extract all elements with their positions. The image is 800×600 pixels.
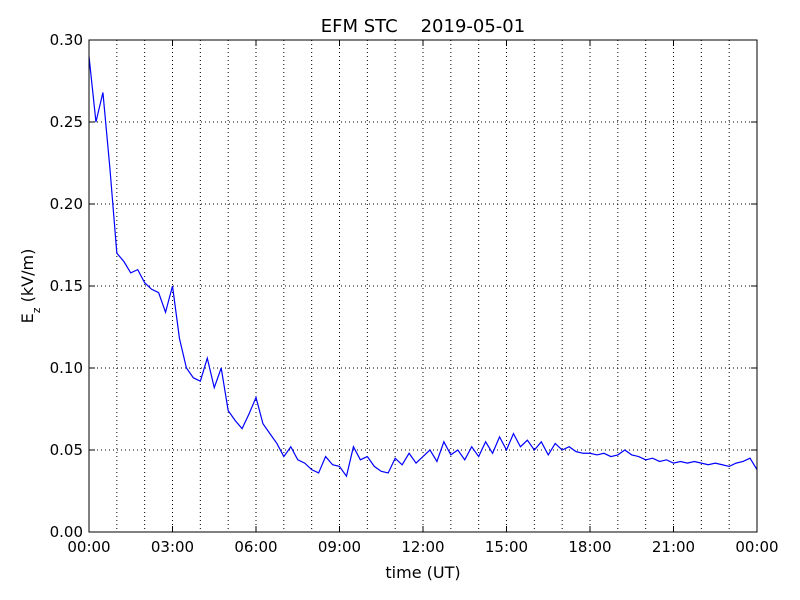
y-tick-label: 0.30 [50, 31, 83, 49]
x-tick-label: 06:00 [234, 538, 277, 556]
x-tick-label: 00:00 [67, 538, 110, 556]
x-axis-label: time (UT) [385, 563, 460, 582]
y-tick-label: 0.10 [50, 359, 83, 377]
x-tick-label: 09:00 [318, 538, 361, 556]
y-tick-label: 0.15 [50, 277, 83, 295]
y-tick-label: 0.05 [50, 441, 83, 459]
x-tick-label: 12:00 [401, 538, 444, 556]
y-tick-label: 0.00 [50, 523, 83, 541]
y-label-unit: (kV/m) [18, 249, 37, 308]
y-label-main: E [18, 313, 37, 323]
x-tick-label: 18:00 [568, 538, 611, 556]
y-tick-label: 0.25 [50, 113, 83, 131]
x-tick-label: 21:00 [652, 538, 695, 556]
chart-title: EFM STC 2019-05-01 [321, 16, 525, 37]
x-tick-label: 03:00 [151, 538, 194, 556]
x-tick-label: 15:00 [485, 538, 528, 556]
plot-frame [88, 39, 758, 533]
y-axis-label: Ez (kV/m) [18, 249, 43, 324]
y-tick-label: 0.20 [50, 195, 83, 213]
y-label-sub: z [30, 307, 43, 313]
x-tick-label: 00:00 [735, 538, 778, 556]
data-line [88, 56, 758, 478]
